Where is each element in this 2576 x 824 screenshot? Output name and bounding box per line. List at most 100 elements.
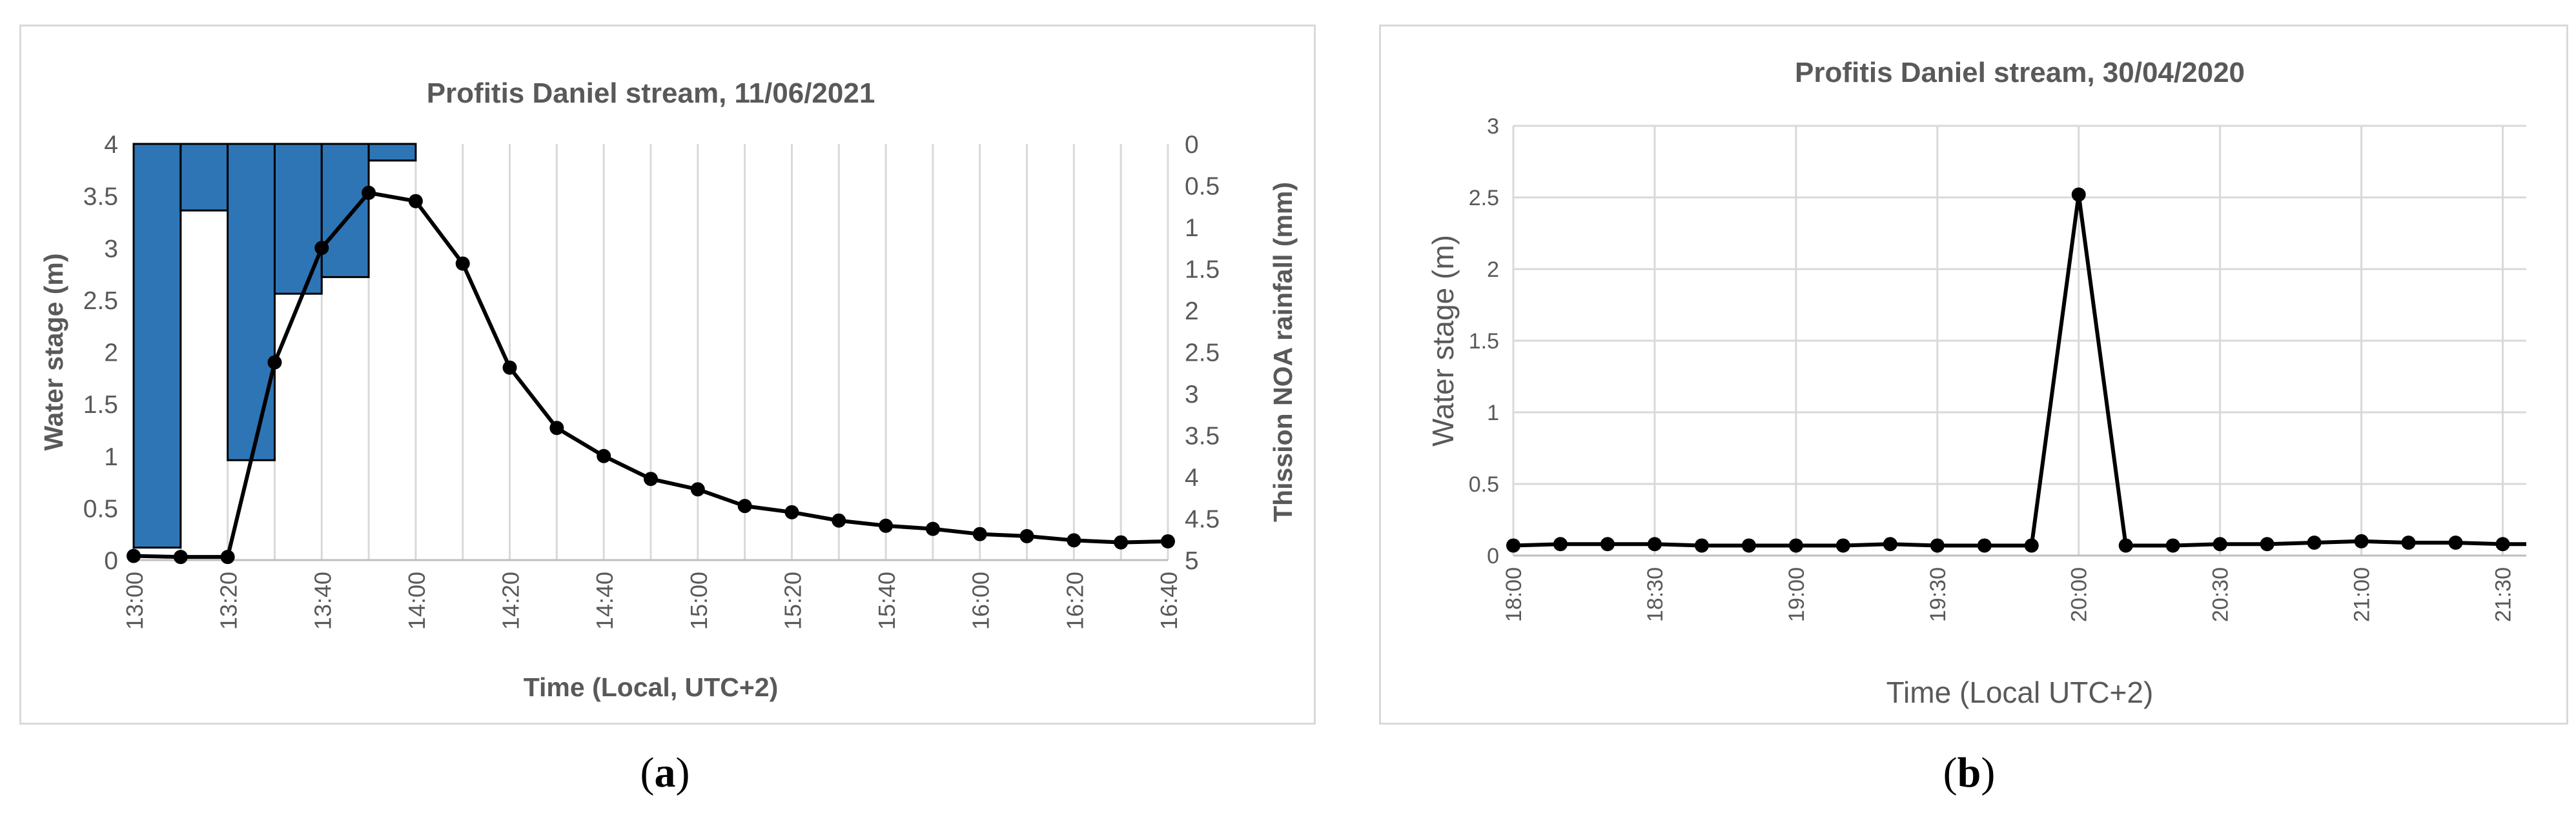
water-stage-point (1694, 538, 1709, 553)
rainfall-bar (320, 143, 370, 278)
y-tick-label: 0 (104, 547, 118, 575)
water-stage-point (1114, 535, 1129, 550)
y2-tick-label: 5 (1185, 547, 1199, 575)
water-stage-point (2071, 187, 2086, 202)
water-stage-point (2307, 536, 2322, 550)
x-tick-label: 19:00 (1784, 567, 1809, 622)
water-stage-point (1553, 537, 1568, 552)
x-tick-label: 20:00 (2067, 567, 2092, 622)
y-tick-label: 1 (1487, 401, 1499, 425)
x-axis-label: Time (Local UTC+2) (1886, 676, 2154, 709)
caption-b: (b) (1943, 749, 1996, 796)
water-stage-point (1788, 538, 1803, 553)
rainfall-bar (179, 143, 229, 212)
rainfall-bar (367, 143, 417, 162)
water-stage-point (737, 499, 752, 514)
x-tick-label: 15:20 (779, 572, 806, 630)
x-tick-label: 16:20 (1061, 572, 1088, 630)
y2-tick-label: 3.5 (1185, 423, 1220, 450)
y2-tick-label: 0 (1185, 131, 1199, 159)
y-tick-label: 2 (104, 339, 118, 367)
water-stage-point (1067, 533, 1081, 548)
y-tick-label: 2.5 (83, 287, 118, 315)
chart-panel-b: Profitis Daniel stream, 30/04/2020 0 0.5 1 1… (1379, 25, 2568, 725)
chart-b-svg: Profitis Daniel stream, 30/04/2020 0 0.5 1 1… (1426, 57, 2526, 709)
water-stage-point (2495, 537, 2510, 552)
water-stage-point (2213, 537, 2227, 552)
x-tick-label: 19:30 (1926, 567, 1950, 622)
x-tick-label: 21:30 (2491, 567, 2516, 622)
water-stage-point (220, 550, 235, 565)
water-stage-point (173, 550, 188, 565)
chart-panel-a: Profitis Daniel stream, 11/06/2021 0 0.5 1 1… (19, 25, 1316, 725)
water-stage-point (2401, 536, 2416, 550)
x-axis-label: Time (Local, UTC+2) (524, 672, 779, 702)
y-tick-label: 2.5 (1469, 186, 1499, 210)
y-axis-label: Water stage (m) (39, 253, 68, 450)
y2-tick-label: 4.5 (1185, 506, 1220, 534)
x-tick-label: 18:00 (1502, 567, 1526, 622)
x-tick-label: 14:00 (404, 572, 430, 630)
y2-tick-label: 2.5 (1185, 339, 1220, 367)
y2-axis-label: Thission NOA rainfall (mm) (1268, 182, 1298, 522)
water-stage-point (2260, 537, 2274, 552)
water-stage-point (2448, 536, 2463, 550)
y2-tick-label: 1 (1185, 214, 1199, 242)
water-stage-point (1741, 538, 1756, 553)
rainfall-bar (273, 143, 323, 295)
y-tick-label: 3.5 (83, 183, 118, 211)
water-stage-point (1600, 537, 1615, 552)
caption-b-letter: b (1957, 749, 1981, 796)
chart-title: Profitis Daniel stream, 11/06/2021 (427, 77, 875, 109)
y-tick-label: 2 (1487, 257, 1499, 282)
water-stage-point (597, 448, 611, 463)
chart-title: Profitis Daniel stream, 30/04/2020 (1795, 57, 2245, 88)
water-stage-point (1977, 538, 1992, 553)
y2-tick-label: 1.5 (1185, 256, 1220, 284)
water-stage-point (1019, 528, 1034, 543)
water-stage-point (879, 518, 894, 533)
x-tick-label: 20:30 (2209, 567, 2233, 622)
water-stage-point (1835, 538, 1850, 553)
water-stage-point (455, 256, 470, 271)
y2-tick-label: 0.5 (1185, 173, 1220, 201)
x-tick-label: 16:40 (1156, 572, 1182, 630)
water-stage-point (925, 521, 940, 536)
y-tick-label: 3 (1487, 114, 1499, 139)
y-tick-label: 1.5 (83, 391, 118, 419)
y-tick-label: 0.5 (1469, 472, 1499, 497)
water-stage-line (1513, 194, 2526, 548)
x-tick-label: 16:00 (968, 572, 994, 630)
y2-tick-label: 4 (1185, 464, 1199, 492)
water-stage-point (2024, 538, 2039, 553)
water-stage-point (1647, 537, 1662, 552)
x-tick-label: 13:40 (309, 572, 336, 630)
y-tick-label: 0.5 (83, 495, 118, 523)
water-stage-point (832, 513, 846, 528)
water-stage-point (502, 360, 517, 375)
water-stage-point (1930, 538, 1945, 553)
water-stage-point (644, 472, 658, 487)
water-stage-point (549, 421, 564, 436)
y-tick-label: 3 (104, 235, 118, 263)
water-stage-point (1161, 534, 1175, 548)
water-stage-point (267, 355, 282, 370)
x-tick-label: 14:40 (591, 572, 618, 630)
y2-tick-label: 3 (1185, 381, 1199, 408)
y-axis-label: Water stage (m) (1426, 235, 1460, 447)
x-tick-label: 13:20 (216, 572, 242, 630)
y2-tick-label: 2 (1185, 297, 1199, 325)
chart-a-svg: Profitis Daniel stream, 11/06/2021 0 0.5 1 1… (39, 77, 1298, 702)
water-stage-point (1883, 537, 1897, 552)
caption-a: (a) (640, 749, 690, 796)
x-tick-label: 15:00 (686, 572, 712, 630)
water-stage-point (1506, 538, 1520, 553)
water-stage-point (2165, 538, 2180, 553)
y-tick-label: 0 (1487, 544, 1499, 568)
x-tick-label: 21:00 (2350, 567, 2375, 622)
x-tick-label: 14:20 (498, 572, 524, 630)
y-tick-label: 4 (104, 131, 118, 159)
water-stage-point (2118, 538, 2133, 553)
water-stage-point (972, 527, 987, 541)
water-stage-point (2354, 534, 2369, 548)
